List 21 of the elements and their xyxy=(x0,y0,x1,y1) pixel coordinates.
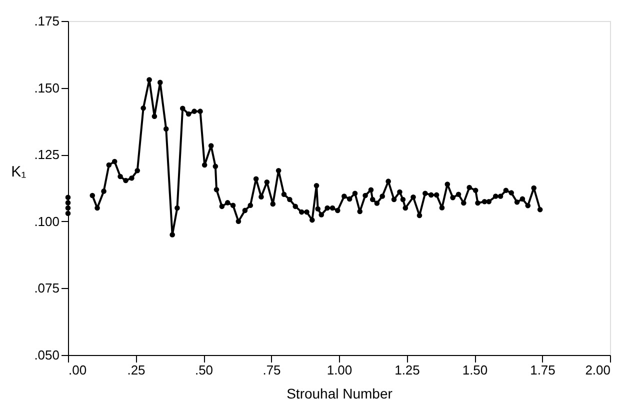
y-tick-label: .125 xyxy=(34,147,60,162)
y-tick-label: .175 xyxy=(34,14,60,28)
point xyxy=(65,205,71,211)
point xyxy=(65,210,71,216)
x-tick-label: 1.25 xyxy=(394,362,420,378)
x-tick-label: 1.75 xyxy=(530,362,556,378)
y-axis-title: K₁ xyxy=(11,164,26,180)
y-tick-label: .050 xyxy=(34,348,60,362)
x-tick-label: .00 xyxy=(68,362,87,378)
x-tick-label: .50 xyxy=(194,362,214,378)
y-tick-label: .075 xyxy=(34,280,60,296)
x-tick-label: .75 xyxy=(262,362,281,378)
point xyxy=(65,194,71,200)
x-tick-label: .25 xyxy=(127,362,146,378)
x-tick-label: 1.50 xyxy=(462,362,488,378)
y-tick-label: .100 xyxy=(34,214,60,229)
x-axis-title: Strouhal Number xyxy=(286,386,393,402)
y-tick-label: .150 xyxy=(34,80,60,96)
x-tick-label: 2.00 xyxy=(585,362,610,378)
point xyxy=(65,200,71,206)
x-tick-label: 1.00 xyxy=(326,362,352,378)
